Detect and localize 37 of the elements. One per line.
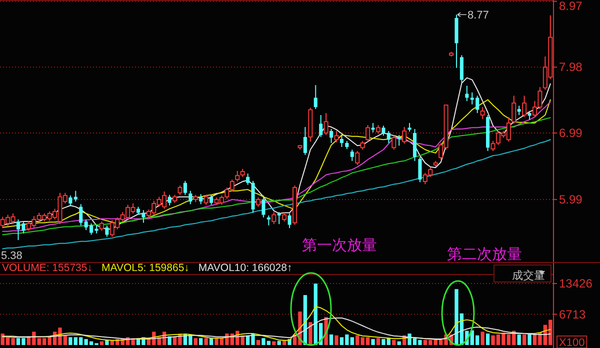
bar <box>100 341 104 345</box>
y-tick-label: 13426 <box>559 276 593 290</box>
annotation: 第二次放量 <box>447 246 522 263</box>
bar <box>272 341 276 345</box>
text: MAVOL10: 166028↑ <box>198 262 292 274</box>
bar <box>256 340 260 345</box>
bar <box>376 338 380 345</box>
y-tick-label: 8.97 <box>559 0 583 13</box>
line-series <box>2 317 551 340</box>
bar <box>194 338 198 345</box>
y-tick-label: 6713 <box>559 307 586 322</box>
bar <box>392 340 396 345</box>
bar <box>105 340 109 345</box>
bar <box>334 335 338 345</box>
bar <box>329 334 334 345</box>
bar <box>209 338 214 345</box>
text: MAVOL5: 159865↓ <box>101 262 190 274</box>
bar <box>204 338 208 345</box>
bar <box>517 334 521 345</box>
bar <box>480 332 484 345</box>
bar <box>522 334 526 345</box>
bar <box>277 340 281 345</box>
bar <box>397 341 401 345</box>
bar <box>528 334 532 345</box>
text: VOLUME: 155735↓ <box>2 262 92 274</box>
y-tick-label: 5.99 <box>559 192 583 206</box>
bar <box>199 338 203 345</box>
annotation: 5.38 <box>1 250 22 262</box>
y-tick-label: 6.99 <box>559 126 583 140</box>
annotation: 8.77 <box>467 10 489 22</box>
y-axis-title: X100 <box>559 337 585 348</box>
bar <box>371 339 375 345</box>
y-tick-label: 7.98 <box>559 60 583 74</box>
bar <box>486 334 490 345</box>
annotation: 第一次放量 <box>302 237 377 254</box>
bar <box>356 335 360 345</box>
line-series <box>2 306 551 341</box>
